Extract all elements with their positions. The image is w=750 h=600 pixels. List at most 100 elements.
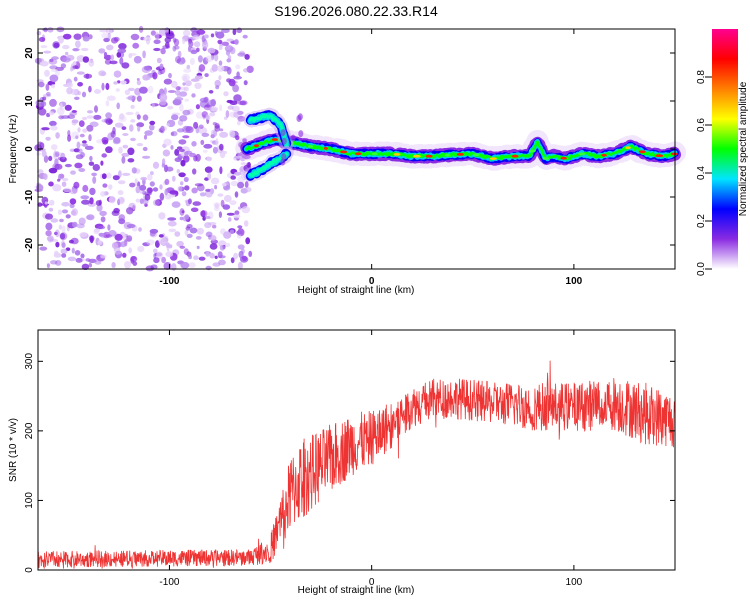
noise-speckle: [80, 47, 89, 52]
noise-speckle: [237, 181, 245, 189]
noise-speckle: [81, 91, 87, 98]
noise-speckle: [214, 255, 218, 259]
noise-speckle: [159, 93, 168, 102]
noise-speckle: [212, 262, 221, 267]
noise-speckle: [186, 233, 193, 238]
noise-speckle: [93, 114, 102, 120]
noise-speckle: [110, 130, 116, 138]
noise-speckle: [210, 134, 215, 139]
noise-speckle: [188, 262, 196, 268]
noise-speckle: [81, 263, 90, 270]
noise-speckle: [171, 114, 179, 121]
noise-speckle: [227, 105, 234, 110]
spectrogram-y-ticks: -20 -10 0 10 20: [24, 47, 675, 252]
noise-speckle: [98, 48, 106, 54]
noise-speckle: [45, 213, 53, 220]
noise-speckle: [179, 216, 184, 221]
signal-hotspot: [638, 150, 646, 154]
noise-speckle: [45, 230, 52, 237]
snr-y-ticks: 0 100 200 300: [24, 353, 675, 573]
noise-speckle: [223, 194, 232, 203]
signal-hotspot: [425, 154, 433, 158]
noise-speckle: [204, 34, 209, 39]
noise-speckle: [127, 147, 135, 156]
signal-track-layer: [235, 107, 686, 183]
noise-speckle: [193, 121, 199, 129]
noise-speckle: [160, 125, 165, 134]
noise-speckle: [50, 125, 58, 131]
signal-fringe: [281, 137, 287, 145]
noise-speckle: [199, 210, 208, 218]
noise-speckle: [81, 116, 88, 121]
noise-speckle: [221, 28, 230, 33]
signal-fringe: [298, 130, 304, 138]
noise-speckle: [198, 64, 206, 72]
noise-speckle: [71, 131, 80, 140]
noise-speckle: [82, 140, 87, 144]
noise-speckle: [212, 122, 217, 126]
noise-speckle: [57, 156, 64, 161]
noise-speckle: [175, 86, 181, 91]
noise-speckle: [94, 105, 98, 113]
noise-speckle: [226, 58, 232, 63]
noise-speckle: [115, 88, 120, 92]
noise-speckle: [142, 114, 149, 121]
snr-frame: [37, 329, 676, 571]
noise-speckle: [215, 31, 225, 39]
noise-speckle: [61, 253, 67, 258]
signal-track-band: [248, 113, 289, 147]
noise-speckle: [74, 250, 81, 256]
noise-speckle: [82, 143, 88, 147]
noise-speckle: [149, 181, 155, 187]
noise-speckle: [78, 120, 85, 127]
noise-speckle: [44, 69, 50, 77]
noise-speckle: [209, 243, 218, 250]
noise-speckle: [240, 162, 247, 166]
noise-speckle: [49, 58, 54, 63]
noise-speckle: [46, 235, 54, 242]
noise-speckle: [184, 185, 190, 191]
signal-fringe: [297, 113, 303, 121]
noise-speckle: [102, 183, 108, 188]
noise-speckle: [97, 254, 101, 259]
noise-speckle: [205, 231, 213, 238]
noise-speckle: [244, 54, 250, 60]
noise-speckle: [152, 72, 158, 80]
noise-speckle: [219, 166, 223, 175]
noise-speckle: [82, 184, 89, 193]
noise-speckle: [80, 152, 85, 158]
noise-speckle: [164, 188, 168, 196]
noise-speckle: [43, 50, 52, 54]
noise-speckle: [142, 74, 150, 81]
noise-speckle: [129, 124, 134, 132]
noise-speckle: [43, 155, 49, 163]
noise-speckle: [135, 198, 140, 203]
noise-speckle: [92, 164, 101, 171]
signal-hotspot: [393, 153, 401, 156]
noise-speckle: [110, 54, 115, 61]
noise-speckle: [92, 176, 97, 184]
noise-speckle: [67, 134, 72, 142]
noise-speckle: [223, 184, 231, 191]
noise-speckle: [199, 192, 206, 197]
noise-speckle: [76, 141, 81, 149]
noise-speckle: [96, 204, 103, 212]
noise-speckle: [68, 239, 74, 244]
noise-speckle: [210, 33, 215, 38]
snr-x-label: Height of straight line (km): [298, 585, 415, 596]
noise-speckle: [229, 200, 237, 206]
noise-speckle: [89, 197, 94, 205]
signal-hotspot: [671, 152, 678, 156]
noise-speckle: [246, 65, 254, 74]
noise-speckle: [88, 262, 93, 268]
signal-fringe: [281, 153, 287, 161]
noise-speckle: [193, 255, 199, 260]
noise-speckle: [237, 225, 243, 229]
noise-speckle: [227, 55, 232, 60]
noise-speckle: [143, 36, 152, 42]
noise-speckle: [147, 173, 153, 181]
noise-speckle: [176, 240, 184, 247]
noise-speckle: [70, 170, 76, 175]
signal-hotspot: [271, 138, 279, 141]
noise-speckle: [165, 32, 175, 40]
